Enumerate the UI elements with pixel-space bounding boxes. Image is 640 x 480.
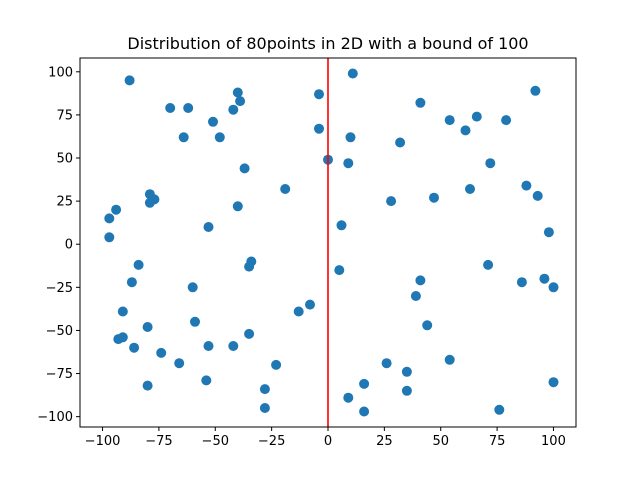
scatter-point-13 <box>345 132 356 143</box>
scatter-point-12 <box>347 68 358 79</box>
scatter-point-46 <box>142 380 153 391</box>
scatter-point-59 <box>444 354 455 365</box>
scatter-point-76 <box>471 111 482 122</box>
scatter-point-55 <box>401 385 412 396</box>
scatter-point-5 <box>228 104 239 115</box>
scatter-point-3 <box>232 87 243 98</box>
scatter-point-67 <box>532 190 543 201</box>
scatter-point-77 <box>485 158 496 169</box>
y-tick-label: 50 <box>56 152 73 167</box>
x-tick-label: 25 <box>376 434 393 449</box>
scatter-point-21 <box>111 204 122 215</box>
scatter-point-74 <box>444 115 455 126</box>
scatter-point-52 <box>359 378 370 389</box>
scatter-point-28 <box>133 259 144 270</box>
scatter-point-1 <box>165 103 176 113</box>
scatter-point-7 <box>178 132 189 143</box>
scatter-point-78 <box>501 115 512 126</box>
scatter-point-44 <box>271 359 282 370</box>
y-axis: −100 −75 −50 −25 0 25 50 75 100 <box>37 65 80 425</box>
scatter-point-58 <box>422 320 433 331</box>
y-tick-label: −100 <box>37 410 73 425</box>
x-tick-label: −75 <box>145 434 172 449</box>
scatter-point-8 <box>214 132 225 143</box>
scatter-point-62 <box>516 277 527 288</box>
scatter-point-0 <box>124 75 135 86</box>
scatter-point-11 <box>314 123 324 134</box>
scatter-point-30 <box>187 282 198 293</box>
scatter-point-51 <box>359 406 370 417</box>
scatter-point-31 <box>117 306 128 317</box>
scatter-point-68 <box>521 180 532 191</box>
scatter-point-27 <box>244 261 255 272</box>
x-tick-label: −100 <box>85 434 121 449</box>
scatter-point-40 <box>156 347 167 358</box>
scatter-point-70 <box>429 192 439 203</box>
scatter-point-34 <box>244 328 255 339</box>
x-tick-label: 0 <box>324 434 332 449</box>
scatter-point-43 <box>174 358 185 369</box>
scatter-point-79 <box>530 85 541 96</box>
scatter-point-32 <box>190 316 200 327</box>
scatter-point-16 <box>280 184 291 194</box>
scatter-point-45 <box>201 375 212 386</box>
scatter-point-66 <box>543 227 554 238</box>
scatter-point-39 <box>129 342 140 353</box>
scatter-point-63 <box>539 273 550 284</box>
scatter-point-64 <box>548 282 559 293</box>
x-tick-label: 50 <box>432 434 449 449</box>
scatter-point-23 <box>203 222 214 232</box>
scatter-point-9 <box>239 163 250 174</box>
x-tick-label: 75 <box>489 434 506 449</box>
scatter-point-33 <box>142 322 153 332</box>
scatter-point-72 <box>395 137 406 148</box>
y-tick-label: 0 <box>65 238 73 253</box>
scatter-point-53 <box>381 358 392 369</box>
scatter-point-25 <box>336 220 347 231</box>
scatter-point-4 <box>235 96 246 107</box>
scatter-point-20 <box>232 201 243 212</box>
scatter-point-19 <box>144 197 155 208</box>
scatter-point-22 <box>104 213 115 224</box>
scatter-point-2 <box>183 103 194 113</box>
y-tick-label: 75 <box>56 108 73 123</box>
scatter-point-29 <box>126 277 137 288</box>
y-tick-label: −75 <box>46 367 73 382</box>
scatter-point-61 <box>548 377 559 388</box>
scatter-point-73 <box>415 97 426 108</box>
scatter-point-56 <box>410 291 421 301</box>
scatter-point-47 <box>259 384 270 395</box>
scatter-point-48 <box>259 403 270 413</box>
x-tick-label: −50 <box>202 434 229 449</box>
scatter-point-42 <box>228 341 239 351</box>
scatter-point-60 <box>494 404 505 415</box>
chart-title: Distribution of 80points in 2D with a bo… <box>127 34 528 53</box>
scatter-point-24 <box>104 232 115 243</box>
x-tick-label: 100 <box>541 434 566 449</box>
x-tick-label: −25 <box>258 434 285 449</box>
y-tick-label: −50 <box>46 324 73 339</box>
scatter-point-54 <box>401 366 412 377</box>
y-tick-label: 25 <box>56 195 73 210</box>
scatter-point-49 <box>334 265 345 276</box>
scatter-point-50 <box>343 392 354 403</box>
y-tick-label: −25 <box>46 281 73 296</box>
scatter-point-65 <box>483 259 494 270</box>
scatter-point-38 <box>117 332 128 343</box>
scatter-point-75 <box>460 125 471 136</box>
y-tick-label: 100 <box>48 65 73 80</box>
scatter-point-35 <box>305 299 315 310</box>
scatter-point-69 <box>465 184 475 194</box>
point-markers <box>104 68 559 417</box>
scatter-point-36 <box>293 306 304 317</box>
x-axis: −100 −75 −50 −25 0 25 50 75 100 <box>85 427 566 449</box>
scatter-point-57 <box>415 275 426 286</box>
scatter-point-15 <box>343 158 354 169</box>
scatter-point-41 <box>203 341 214 351</box>
scatter-point-71 <box>386 196 397 207</box>
scatter-point-6 <box>208 116 218 127</box>
scatter-point-10 <box>314 89 324 100</box>
